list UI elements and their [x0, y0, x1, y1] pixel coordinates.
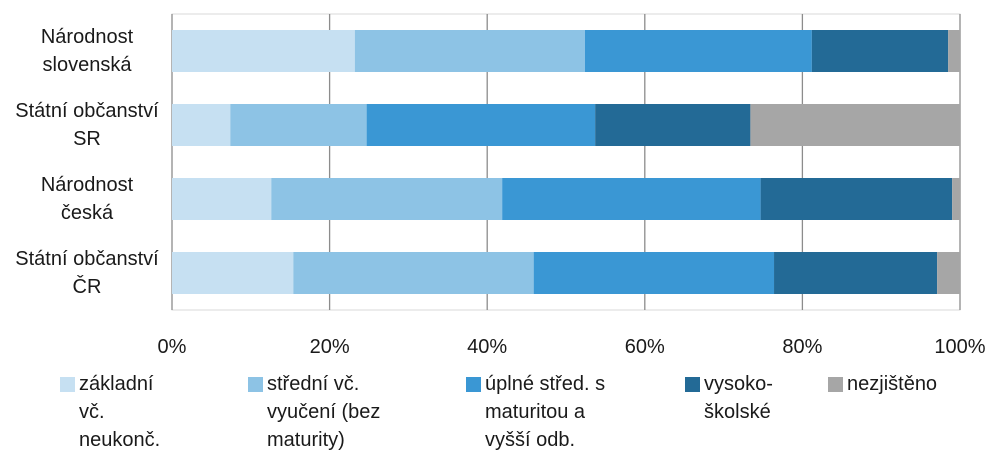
- x-tick-label: 100%: [934, 336, 986, 358]
- bar-segment: [952, 178, 960, 220]
- bar-segment: [366, 104, 596, 146]
- bar-segment: [774, 252, 938, 294]
- legend-item: střední vč. vyučení (bez maturity): [248, 370, 398, 454]
- legend-swatch: [248, 377, 263, 392]
- bar-segment: [584, 30, 812, 72]
- legend-swatch: [685, 377, 700, 392]
- y-tick-label: Státní občanství SR: [15, 100, 159, 150]
- legend-swatch: [828, 377, 843, 392]
- legend-label: vysoko-školské: [704, 373, 773, 423]
- bar-segment: [271, 178, 503, 220]
- y-tick-label: Národnost česká: [40, 174, 134, 224]
- bar-segment: [533, 252, 775, 294]
- x-tick-label: 20%: [309, 336, 350, 358]
- legend-swatch: [466, 377, 481, 392]
- bar-segment: [502, 178, 761, 220]
- y-tick-label: Národnost slovenská: [40, 26, 134, 76]
- legend-label: nezjištěno: [847, 373, 938, 395]
- x-tick-label: 80%: [782, 336, 823, 358]
- bar-segment: [750, 104, 960, 146]
- bar-segment: [354, 30, 585, 72]
- legend-item: vysoko-školské: [685, 370, 795, 426]
- bar-segment: [293, 252, 534, 294]
- x-tick-label: 0%: [157, 336, 187, 358]
- legend-label: základní vč. neukonč.: [79, 373, 161, 451]
- legend-item: základní vč. neukonč.: [60, 370, 180, 454]
- x-tick-label: 40%: [467, 336, 508, 358]
- legend-label: střední vč. vyučení (bez maturity): [267, 373, 381, 451]
- bar-segment: [230, 104, 367, 146]
- bar-segment: [760, 178, 953, 220]
- bar-segment: [811, 30, 949, 72]
- legend-swatch: [60, 377, 75, 392]
- legend-item: úplné střed. s maturitou a vyšší odb.: [466, 370, 616, 454]
- legend-label: úplné střed. s maturitou a vyšší odb.: [485, 373, 606, 451]
- bar-segment: [595, 104, 751, 146]
- x-tick-label: 60%: [624, 336, 665, 358]
- y-tick-label: Státní občanství ČR: [15, 248, 159, 298]
- bar-segment: [172, 30, 355, 72]
- bar-segment: [937, 252, 960, 294]
- legend-item: nezjištěno: [828, 370, 968, 398]
- bar-segment: [172, 178, 272, 220]
- bar-segment: [172, 252, 294, 294]
- bar-segment: [948, 30, 960, 72]
- bar-segment: [172, 104, 231, 146]
